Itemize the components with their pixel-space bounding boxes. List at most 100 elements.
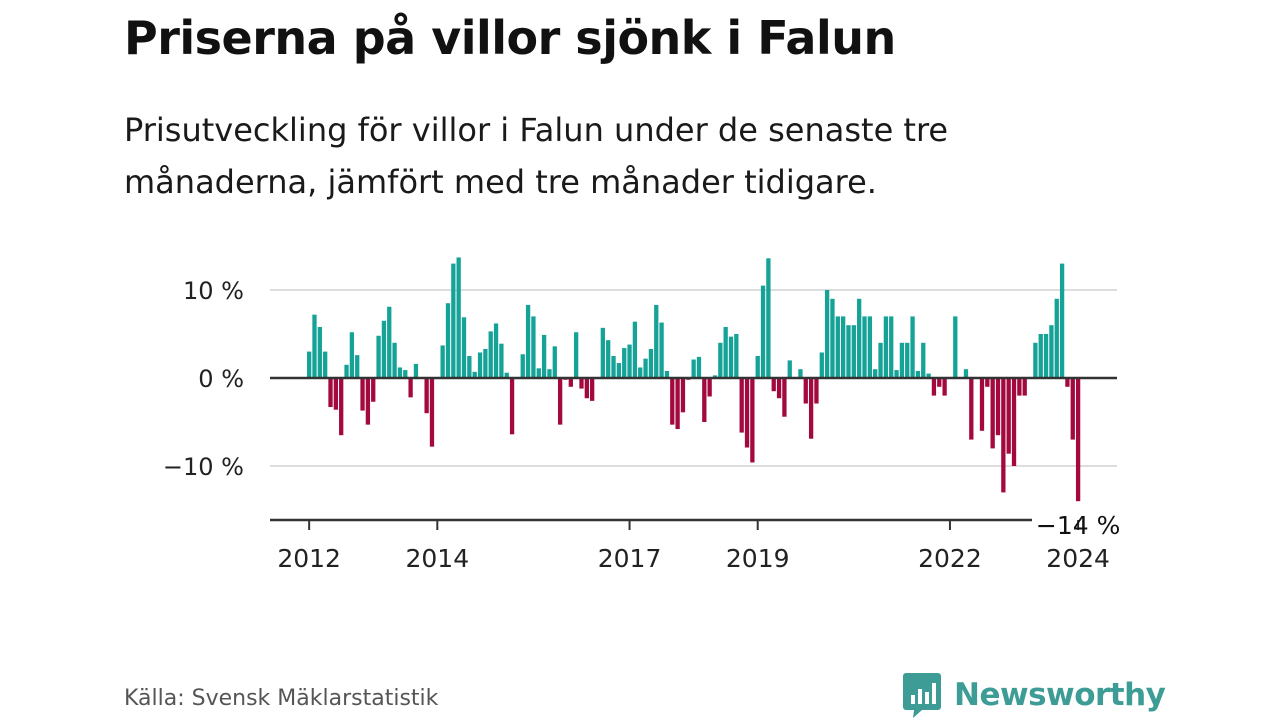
bar — [424, 378, 429, 414]
bar — [985, 378, 990, 387]
bar — [883, 316, 889, 378]
bar — [488, 331, 493, 378]
bar — [307, 351, 312, 378]
bar — [878, 342, 883, 378]
bar — [990, 378, 995, 449]
bar — [851, 325, 856, 378]
bar — [963, 369, 969, 378]
bar — [638, 367, 643, 378]
grid-layer — [270, 289, 1117, 467]
bar — [333, 378, 338, 410]
x-axis-labels: 2012 2014 2017 2019 2022 2024 — [277, 520, 1110, 573]
bar — [477, 352, 483, 378]
x-tick-label: 2012 — [277, 544, 341, 573]
bar — [1038, 334, 1043, 378]
bar — [664, 370, 670, 378]
chart-subtitle: Prisutveckling för villor i Falun under … — [124, 111, 949, 201]
bar — [702, 378, 707, 422]
bar — [728, 336, 734, 378]
x-tick-label: 2014 — [405, 544, 469, 573]
bar — [862, 316, 867, 378]
bar — [461, 317, 467, 378]
bar — [782, 378, 787, 417]
bar — [915, 370, 921, 378]
bar-chart: 10 % 0 % −10 % 2012 2014 2017 2019 2022 2024 −1… — [163, 257, 1120, 573]
chart-title: Priserna på villor sjönk i Falun — [124, 11, 896, 65]
bar — [899, 342, 905, 378]
bar — [622, 348, 627, 378]
bar — [696, 356, 702, 378]
bar — [509, 378, 515, 435]
bar — [787, 360, 792, 378]
x-tick-label: 2024 — [1046, 544, 1110, 573]
y-tick-label: −10 % — [163, 453, 244, 481]
bar — [979, 378, 985, 431]
y-axis-labels: 10 % 0 % −10 % — [163, 277, 244, 481]
bar — [627, 344, 632, 378]
bar — [525, 304, 531, 378]
bar — [670, 378, 675, 425]
bar — [1054, 298, 1059, 378]
bar — [520, 354, 525, 378]
bars-layer — [307, 257, 1081, 502]
bar — [995, 378, 1001, 436]
bar — [921, 342, 926, 378]
bar — [723, 326, 728, 378]
axis-layer — [270, 376, 1117, 522]
bar — [1043, 334, 1049, 378]
bar — [611, 356, 616, 378]
bar — [328, 378, 333, 408]
bar — [953, 316, 958, 378]
bar — [451, 263, 456, 378]
source-note: Källa: Svensk Mäklarstatistik — [124, 686, 439, 711]
bar — [456, 257, 461, 378]
bar — [755, 356, 760, 378]
bar — [910, 316, 915, 378]
bar — [808, 378, 814, 439]
bar — [1022, 378, 1027, 396]
bar — [499, 343, 504, 378]
bar — [1070, 378, 1075, 440]
bar — [894, 370, 899, 378]
bar — [867, 316, 872, 378]
annotation-layer: −14 % — [1036, 511, 1120, 540]
bar — [403, 370, 408, 378]
bar — [942, 378, 947, 396]
bar — [590, 378, 595, 401]
bar — [1033, 342, 1038, 378]
bar — [835, 316, 840, 378]
bar — [1075, 378, 1081, 502]
bar — [397, 367, 403, 378]
bar — [1017, 378, 1022, 396]
bar — [643, 358, 648, 378]
bar — [381, 320, 387, 378]
newsworthy-logo-icon — [903, 673, 941, 718]
bar — [931, 378, 937, 396]
bar — [1001, 378, 1006, 493]
bar — [355, 355, 360, 378]
bar — [632, 321, 638, 378]
bar — [371, 378, 376, 402]
bar — [360, 378, 365, 411]
bar — [814, 378, 819, 404]
bar — [552, 346, 557, 378]
bar — [376, 335, 381, 378]
brand-name: Newsworthy — [954, 677, 1166, 713]
bar — [675, 378, 680, 430]
bar — [531, 316, 536, 378]
bar — [504, 372, 509, 378]
bar — [493, 323, 499, 378]
bar — [547, 369, 552, 378]
bar — [712, 375, 718, 378]
bar — [349, 332, 355, 378]
bar — [889, 316, 894, 378]
bar — [339, 378, 344, 436]
bar — [1065, 378, 1070, 387]
bar — [750, 378, 755, 463]
y-tick-label: 10 % — [183, 277, 244, 305]
bar — [766, 258, 771, 378]
last-value-label: −14 % — [1036, 511, 1120, 540]
bar — [771, 378, 776, 392]
bar — [648, 348, 654, 378]
brand-logo: Newsworthy — [902, 671, 1166, 719]
